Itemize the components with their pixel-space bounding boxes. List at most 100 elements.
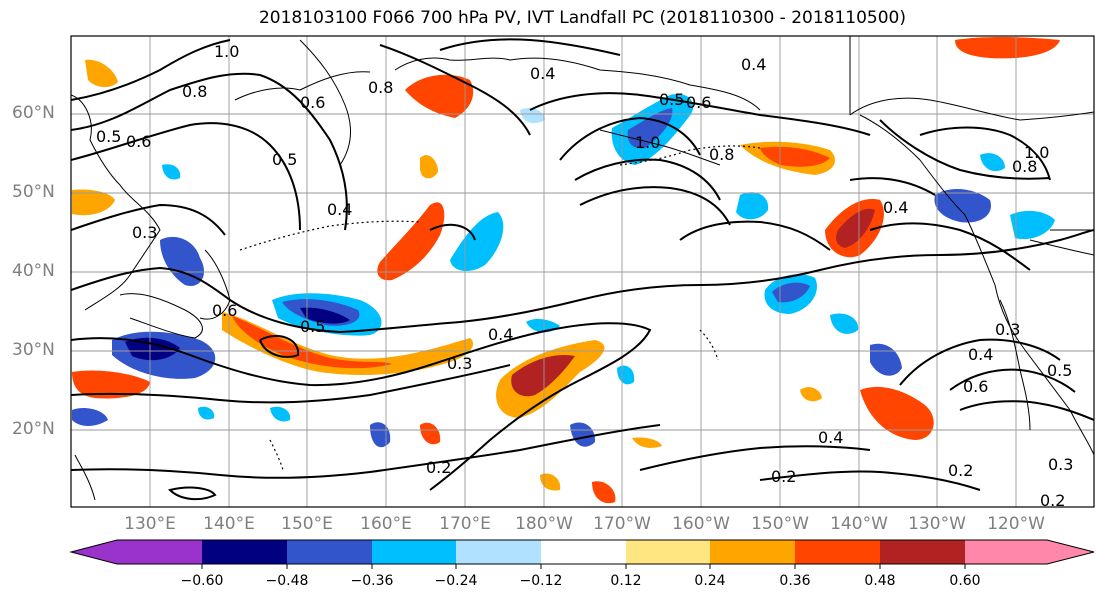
negative-anomaly-shape [870, 343, 902, 376]
contour-label: 0.2 [771, 467, 796, 486]
contour-label: 0.6 [126, 132, 151, 151]
map-frame [70, 35, 1095, 508]
lon-label: 160°W [672, 514, 730, 534]
pv-contours [71, 38, 1094, 501]
colorbar-tick-label: 0.24 [694, 573, 726, 589]
contour-label: 0.6 [212, 301, 237, 320]
negative-anomaly-shape [72, 408, 108, 426]
coastlines [71, 36, 1094, 501]
contour-label: 0.6 [686, 93, 711, 112]
positive-anomaly-shape [420, 422, 441, 445]
colorbar-tick-label: 0.60 [949, 573, 981, 589]
positive-anomaly-shape [632, 437, 662, 448]
lon-label: 140°E [203, 514, 255, 534]
negative-anomaly-shape [162, 164, 181, 180]
shaded-anomalies [72, 37, 1060, 504]
negative-anomaly-shape [830, 313, 859, 334]
contour-label: 0.4 [741, 55, 766, 74]
contour-label: 0.4 [530, 64, 555, 83]
negative-anomaly-shape [160, 236, 205, 286]
positive-anomaly-shape [222, 312, 474, 375]
contour-label: 0.4 [968, 345, 993, 364]
lon-label: 160°E [360, 514, 412, 534]
positive-anomaly-shape [540, 473, 561, 491]
contour-label: 0.6 [963, 377, 988, 396]
contour-label: 0.8 [709, 145, 734, 164]
positive-anomaly-shape [860, 386, 934, 440]
lon-label: 170°E [439, 514, 491, 534]
contour-label: 1.0 [214, 42, 239, 61]
colorbar-tick-label: −0.24 [434, 573, 478, 589]
contour-label: 0.3 [132, 223, 157, 242]
negative-anomaly-shape [1010, 210, 1055, 240]
colorbar-tick-label: −0.36 [350, 573, 394, 589]
contour-label: 0.5 [659, 90, 684, 109]
colorbar-tick-label: 0.48 [864, 573, 896, 589]
positive-anomaly-shape [85, 59, 118, 88]
negative-anomaly-shape [617, 365, 635, 385]
contour-label: 0.4 [327, 200, 352, 219]
islands [239, 145, 761, 471]
positive-anomaly-shape [760, 146, 830, 167]
lon-label: 150°E [281, 514, 333, 534]
contour-labels: 1.0 0.8 0.8 0.6 0.5 0.6 0.5 0.4 0.4 0.3 … [96, 42, 1073, 510]
negative-anomaly-shape [450, 212, 504, 272]
positive-anomaly-shape [800, 387, 822, 402]
colorbar-tick-label: 0.36 [779, 573, 811, 589]
negative-anomaly-shape [270, 406, 291, 422]
positive-anomaly-shape [420, 155, 438, 179]
positive-anomaly-shape [377, 202, 445, 281]
map-title: 2018103100 F066 700 hPa PV, IVT Landfall… [258, 8, 906, 28]
contour-label: 0.8 [1012, 157, 1037, 176]
contour-label: 0.3 [995, 320, 1020, 339]
contour-label: 0.5 [96, 127, 121, 146]
colorbar-tick-label: −0.48 [265, 573, 309, 589]
lon-label: 170°W [593, 514, 651, 534]
contour-label: 0.6 [300, 93, 325, 112]
contour-label: 0.2 [426, 458, 451, 477]
lat-label: 30°N [12, 340, 55, 360]
contour-label: 0.5 [300, 317, 325, 336]
positive-anomaly-shape [955, 37, 1060, 59]
negative-anomaly-shape [520, 108, 545, 124]
negative-anomaly-shape [627, 108, 673, 149]
lat-label: 50°N [12, 182, 55, 202]
contour-label: 0.8 [182, 82, 207, 101]
positive-anomaly-shape [72, 189, 115, 216]
colorbar-tick-label: −0.60 [180, 573, 224, 589]
lon-label: 120°W [987, 514, 1045, 534]
contour-label: 0.8 [368, 78, 393, 97]
contour-label: 1.0 [635, 133, 660, 152]
colorbar-tick-label: 0.12 [610, 573, 642, 589]
negative-anomaly-shape [300, 307, 350, 324]
contour-label: 0.3 [447, 354, 472, 373]
lon-label: 180°W [515, 514, 573, 534]
negative-anomaly-shape [370, 422, 391, 448]
negative-anomaly-shape [736, 192, 769, 220]
lat-label: 60°N [12, 103, 55, 123]
lon-label: 130°E [124, 514, 176, 534]
contour-label: 0.4 [883, 198, 908, 217]
contour-label: 0.5 [272, 150, 297, 169]
positive-anomaly-shape [232, 316, 392, 369]
contour-label: 1.0 [1024, 143, 1049, 162]
contour-label: 0.2 [1040, 491, 1065, 510]
positive-anomaly-shape [511, 354, 575, 397]
positive-anomaly-shape [72, 370, 150, 399]
lat-label: 40°N [12, 261, 55, 281]
contour-label: 0.4 [488, 325, 513, 344]
lon-label: 140°W [830, 514, 888, 534]
contour-label: 0.4 [818, 428, 843, 447]
negative-anomaly-shape [570, 422, 596, 447]
positive-anomaly-shape [405, 74, 474, 118]
lon-label: 130°W [908, 514, 966, 534]
negative-anomaly-shape [980, 153, 1005, 172]
lat-label: 20°N [12, 419, 55, 439]
negative-anomaly-shape [125, 337, 180, 361]
contour-label: 0.2 [948, 461, 973, 480]
colorbar-tick-label: −0.12 [519, 573, 563, 589]
negative-anomaly-shape [772, 282, 810, 303]
positive-anomaly-shape [592, 481, 616, 504]
contour-label: 0.5 [1047, 361, 1072, 380]
